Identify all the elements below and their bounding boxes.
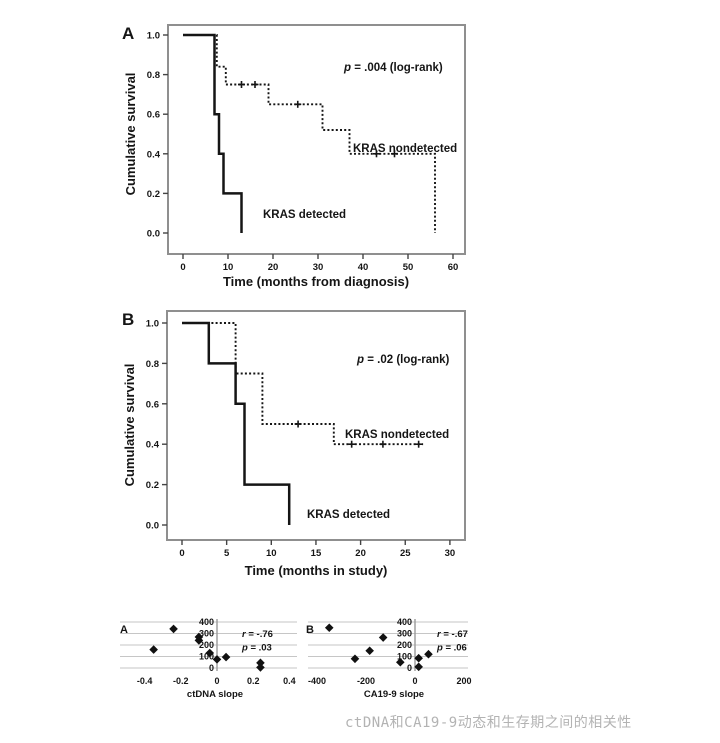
x-tick-label: -0.4 [137,676,153,686]
km_b-plot-border [166,310,466,541]
panel-a-km-chart: 0.0 0.2 0.4 0.6 0.8 1.0 0 10 20 30 40 50 60 Time (mon… [122,24,466,289]
data-point [414,653,423,663]
x-tick-label: 10 [266,548,277,559]
data-point [396,657,405,667]
figure-caption: ctDNA和CA19-9动态和生存期之间的相关性 [345,715,632,731]
panel-letter: B [122,310,134,329]
y-tick-label: 0.2 [147,189,160,200]
km_a-plot-border [167,24,466,255]
data-point [256,658,265,668]
series-label-kras-nondetected: KRAS nondetected [345,429,449,441]
panel-b-km-chart: 0.0 0.2 0.4 0.6 0.8 1.0 0 5 10 15 20 25 30 Time (mont… [122,310,466,578]
x-tick-label: 0.2 [247,676,260,686]
x-tick-label: 200 [456,676,471,686]
panel-letter: A [120,624,128,636]
y-tick-label: 0 [407,663,412,673]
y-tick-label: 0.0 [147,229,160,240]
x-tick-label: 20 [268,262,279,273]
data-point [365,646,374,656]
p-value-annotation: p = .004 (log-rank) [343,62,443,74]
x-tick-label: 60 [448,262,459,273]
series-line-kras-detected [182,321,291,525]
series-label-kras-detected: KRAS detected [263,209,346,221]
data-point [324,623,334,633]
x-tick-label: 25 [400,548,411,559]
panel-letter: A [122,24,134,43]
data-point [194,636,204,645]
x-tick-label: 20 [355,548,366,559]
x-tick-label: 0 [179,548,184,559]
y-tick-label: 0.4 [147,149,161,160]
p-value-annotation: p = .02 (log-rank) [356,354,450,366]
y-axis-title: Cumulative survival [123,73,138,196]
data-point [424,649,433,659]
x-axis-title: Time (months in study) [245,563,388,578]
data-point [414,662,423,672]
y-tick-label: 300 [199,629,214,639]
y-axis-title: Cumulative survival [122,364,137,487]
x-tick-label: 0 [214,676,219,686]
y-tick-label: 200 [199,640,214,650]
series-line-kras-detected [183,33,243,233]
x-tick-label: -200 [357,676,375,686]
data-point [149,645,158,654]
data-point [169,624,178,634]
y-tick-label: 200 [397,640,412,650]
y-tick-label: 0.2 [146,480,159,491]
x-tick-label: 30 [313,262,324,273]
y-tick-label: 0 [209,663,214,673]
x-tick-label: 0 [180,262,185,273]
y-tick-label: 0.8 [147,70,160,81]
y-tick-label: 0.8 [146,359,159,370]
stat-annotation: r = -.67 [437,629,468,640]
x-tick-label: 30 [445,548,456,559]
x-tick-label: -0.2 [173,676,189,686]
data-point [205,648,215,658]
y-tick-label: 400 [397,617,412,627]
x-tick-label: 15 [311,548,322,559]
x-tick-label: -400 [308,676,326,686]
data-point [378,633,388,642]
x-tick-label: 5 [224,548,230,559]
y-tick-label: 100 [199,652,214,662]
stat-annotation: r = -.76 [242,629,273,640]
y-tick-label: 300 [397,629,412,639]
stat-annotation: p = .06 [436,643,467,654]
data-point [350,654,360,664]
y-tick-label: 0.6 [146,399,159,410]
series-line-kras-nondetected [182,322,424,446]
x-axis-title: ctDNA slope [187,689,243,700]
x-tick-label: 0.4 [283,676,296,686]
x-tick-label: 10 [223,262,234,273]
panel-letter: B [306,624,314,636]
data-point [256,663,265,672]
y-tick-label: 0.4 [146,440,160,451]
data-point [221,652,231,662]
stat-annotation: p = .03 [241,643,272,654]
y-tick-label: 0.0 [146,521,159,532]
series-label-kras-nondetected: KRAS nondetected [353,143,457,155]
x-tick-label: 0 [412,676,417,686]
y-tick-label: 400 [199,617,214,627]
x-axis-title: Time (months from diagnosis) [223,274,409,289]
x-tick-label: 40 [358,262,369,273]
series-label-kras-detected: KRAS detected [307,509,390,521]
y-tick-label: 0.6 [147,110,160,121]
y-tick-label: 1.0 [146,319,159,330]
x-tick-label: 50 [403,262,414,273]
data-point [212,655,222,664]
y-tick-label: 100 [397,652,412,662]
x-axis-title: CA19-9 slope [364,689,424,700]
y-tick-label: 1.0 [147,31,160,42]
